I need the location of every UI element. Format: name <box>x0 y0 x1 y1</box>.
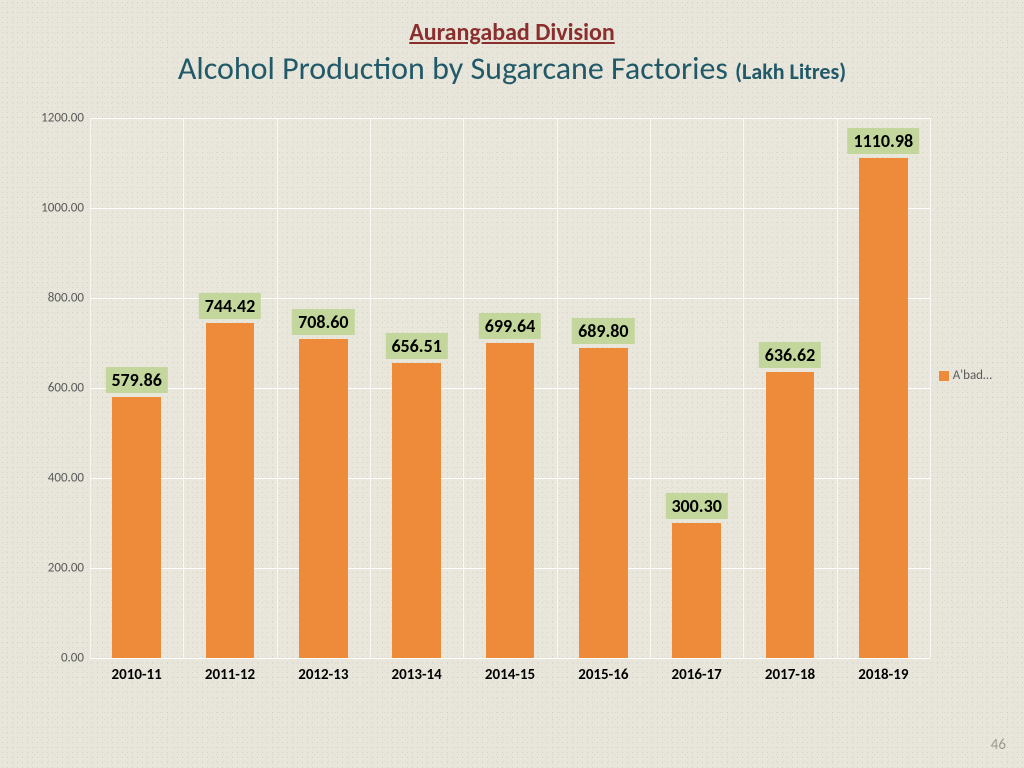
vgridline <box>370 118 371 658</box>
vgridline <box>930 118 931 658</box>
y-tick-label: 0.00 <box>61 651 84 666</box>
plot-area: 579.86 744.42 708.60 656.51 699.64 689.80 300.… <box>90 118 930 658</box>
y-tick-label: 1200.00 <box>41 111 84 126</box>
y-tick-label: 600.00 <box>48 381 84 396</box>
title-unit: (Lakh Litres) <box>735 58 846 85</box>
bar <box>579 348 628 658</box>
x-tick-label: 2016-17 <box>672 666 722 684</box>
bar-value-label: 699.64 <box>479 313 541 339</box>
vgridline <box>650 118 651 658</box>
legend: A'bad… <box>939 368 992 383</box>
page-number: 46 <box>991 736 1006 754</box>
bar <box>392 363 441 658</box>
vgridline <box>277 118 278 658</box>
x-tick-label: 2015-16 <box>578 666 628 684</box>
bar <box>112 397 161 658</box>
gridline <box>90 208 930 209</box>
vgridline <box>837 118 838 658</box>
x-tick-label: 2010-11 <box>112 666 162 684</box>
x-tick-label: 2011-12 <box>205 666 255 684</box>
legend-label: A'bad… <box>953 368 992 383</box>
gridline <box>90 118 930 119</box>
bar-value-label: 744.42 <box>199 293 261 319</box>
x-axis: 2010-11 2011-12 2012-13 2013-14 2014-15 2015-… <box>90 662 930 692</box>
slide-title: Alcohol Production by Sugarcane Factorie… <box>0 49 1024 88</box>
legend-swatch <box>939 371 949 381</box>
bar-value-label: 689.80 <box>572 318 634 344</box>
x-tick-label: 2017-18 <box>765 666 815 684</box>
y-tick-label: 1000.00 <box>41 201 84 216</box>
bar-value-label: 579.86 <box>105 367 167 393</box>
bar-value-label: 708.60 <box>292 309 354 335</box>
bar-value-label: 1110.98 <box>848 128 920 154</box>
bar <box>859 158 908 658</box>
x-tick-label: 2012-13 <box>298 666 348 684</box>
y-tick-label: 400.00 <box>48 471 84 486</box>
vgridline <box>90 118 91 658</box>
bar-chart: 0.00200.00400.00600.00800.001000.001200.… <box>30 118 994 698</box>
slide: Aurangabad Division Alcohol Production b… <box>0 0 1024 768</box>
x-tick-label: 2018-19 <box>858 666 908 684</box>
bar-value-label: 636.62 <box>759 342 821 368</box>
bar <box>766 372 815 658</box>
x-tick-label: 2013-14 <box>392 666 442 684</box>
x-tick-label: 2014-15 <box>485 666 535 684</box>
y-tick-label: 800.00 <box>48 291 84 306</box>
title-block: Aurangabad Division Alcohol Production b… <box>0 18 1024 88</box>
title-main-text: Alcohol Production by Sugarcane Factorie… <box>178 49 735 88</box>
y-axis: 0.00200.00400.00600.00800.001000.001200.… <box>30 118 90 658</box>
vgridline <box>183 118 184 658</box>
bar <box>206 323 255 658</box>
vgridline <box>557 118 558 658</box>
slide-subtitle: Aurangabad Division <box>409 18 615 47</box>
bar <box>672 523 721 658</box>
y-tick-label: 200.00 <box>48 561 84 576</box>
bar <box>486 343 535 658</box>
bar-value-label: 656.51 <box>385 333 447 359</box>
bar <box>299 339 348 658</box>
gridline <box>90 658 930 659</box>
vgridline <box>743 118 744 658</box>
vgridline <box>463 118 464 658</box>
bar-value-label: 300.30 <box>665 493 727 519</box>
